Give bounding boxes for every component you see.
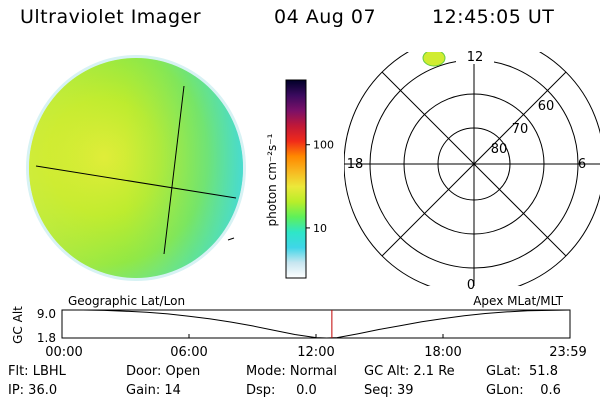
- polar-label-bg-12: [456, 48, 494, 64]
- orbit-ytick-low: 1.8: [37, 331, 56, 345]
- polar-plot: 12 18 6 0 60 70 80: [344, 48, 600, 293]
- orbit-x-tick-label: 06:00: [170, 345, 207, 360]
- polar-emission-patch: [422, 52, 446, 67]
- orbit-x-tick-label: 18:00: [424, 345, 461, 360]
- disk-grid-lines: [35, 85, 237, 255]
- orbit-ylabel: GC Alt: [11, 306, 25, 344]
- status-mode: Mode: Normal: [246, 364, 337, 379]
- header-time: 12:45:05 UT: [432, 6, 555, 28]
- status-seq: Seq: 39: [364, 383, 414, 398]
- colorbar-label: photon cm⁻²s⁻¹: [265, 133, 279, 226]
- orbit-x-tick-label: 23:59: [549, 345, 586, 360]
- disk-shading: [29, 58, 243, 278]
- status-dsp: Dsp: 0.0: [246, 383, 317, 398]
- orbit-x-ticks: 00:00 06:00 12:00 18:00 23:59: [45, 334, 587, 360]
- polar-mlt-0: 0: [467, 278, 475, 293]
- polar-lat-70: 70: [512, 122, 529, 137]
- status-glat: GLat: 51.8: [486, 364, 558, 379]
- polar-diagonal-2: [381, 71, 567, 257]
- status-gain: Gain: 14: [126, 383, 181, 398]
- orbit-x-tick-label: 00:00: [45, 345, 82, 360]
- orbit-left-title: Geographic Lat/Lon: [68, 294, 185, 308]
- colorbar: 10 100 photon cm⁻²s⁻¹: [265, 79, 334, 279]
- colorbar-scale: [285, 79, 307, 279]
- polar-mlt-12: 12: [467, 50, 484, 65]
- status-ip: IP: 36.0: [8, 383, 58, 398]
- colorbar-tick-label: 100: [313, 139, 334, 152]
- orbit-plot-frame: [61, 309, 571, 339]
- colorbar-tick-label: 10: [313, 222, 327, 235]
- orbit-right-title: Apex MLat/MLT: [473, 294, 563, 308]
- disk-tick: [227, 237, 235, 241]
- header-date: 04 Aug 07: [274, 6, 377, 28]
- polar-lat-80: 80: [491, 142, 508, 157]
- status-gc-alt: GC Alt: 2.1 Re: [364, 364, 455, 379]
- status-glon: GLon: 0.6: [486, 383, 561, 398]
- status-filter: Flt: LBHL: [8, 364, 66, 379]
- polar-mlt-18: 18: [347, 157, 364, 172]
- orbit-altitude-chart: Geographic Lat/Lon Apex MLat/MLT GC Alt …: [11, 294, 587, 360]
- page-title: Ultraviolet Imager: [20, 6, 202, 28]
- orbit-ytick-high: 9.0: [37, 307, 56, 321]
- status-door: Door: Open: [126, 364, 201, 379]
- orbit-x-tick-label: 12:00: [297, 345, 334, 360]
- orbit-altitude-line: [62, 309, 571, 339]
- uv-image-disk: [26, 55, 246, 281]
- polar-mlt-6: 6: [578, 157, 586, 172]
- colorbar-ticks: 10 100: [306, 139, 334, 235]
- polar-lat-60: 60: [538, 99, 555, 114]
